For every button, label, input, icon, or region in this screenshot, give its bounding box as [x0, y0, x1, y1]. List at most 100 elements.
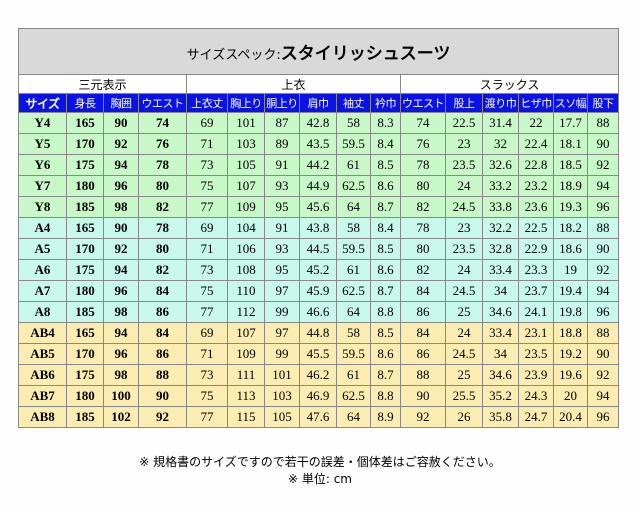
cell: 98	[103, 364, 139, 386]
cell: 22.5	[445, 112, 483, 134]
cell: 35.2	[482, 385, 519, 407]
cell: 98	[103, 301, 139, 323]
cell: 185	[66, 301, 104, 323]
cell: 8.8	[370, 385, 401, 407]
cell: 17.7	[553, 112, 588, 134]
cell: 91	[264, 154, 300, 176]
cell: 20	[553, 385, 588, 407]
cell: 78	[400, 154, 446, 176]
cell: 110	[227, 280, 265, 302]
cell: 18.5	[553, 154, 588, 176]
cell: 93	[264, 238, 300, 260]
cell: Y4	[18, 112, 67, 134]
cell: 90	[586, 133, 620, 155]
cell: 78	[138, 217, 187, 239]
cell: 94	[586, 385, 620, 407]
cell: 170	[66, 238, 104, 260]
cell: 90	[103, 217, 139, 239]
cell: 69	[186, 322, 228, 344]
cell: 32	[482, 133, 519, 155]
cell: 100	[103, 385, 139, 407]
cell: 99	[264, 301, 300, 323]
cell: 109	[227, 343, 265, 365]
cell: 87	[264, 112, 300, 134]
cell: 105	[264, 406, 300, 428]
cell: 75	[186, 280, 228, 302]
cell: 76	[400, 133, 446, 155]
cell: 101	[227, 112, 265, 134]
cell: 88	[400, 364, 446, 386]
cell: 22.9	[518, 238, 554, 260]
data-row: Y6 175 94 78 73 105 91 44.2 61 8.5 78 23.5 32.6 22.8 1…	[18, 154, 620, 176]
cell: 96	[586, 406, 620, 428]
cell: AB6	[18, 364, 67, 386]
column-header: サイズ	[18, 93, 67, 113]
cell: 105	[227, 154, 265, 176]
cell: A4	[18, 217, 67, 239]
data-row: AB7 180 100 90 75 113 103 46.9 62.5 8.8 90 25.5 35.2…	[18, 385, 620, 407]
cell: 175	[66, 259, 104, 281]
data-row: A8 185 98 86 77 112 99 46.6 64 8.8 86 25 34.6 24.1 19.…	[18, 301, 620, 323]
cell: 19	[553, 259, 588, 281]
cell: 94	[103, 259, 139, 281]
column-header: スソ幅	[553, 93, 588, 113]
cell: 94	[103, 322, 139, 344]
cell: 31.4	[482, 112, 519, 134]
column-header: 渡り巾	[482, 93, 519, 113]
cell: 43.8	[299, 217, 337, 239]
cell: 47.6	[299, 406, 337, 428]
data-row: AB8 185 102 92 77 115 105 47.6 64 8.9 92 26 35.8 24.7…	[18, 406, 620, 428]
cell: 84	[138, 280, 187, 302]
cell: 23.7	[518, 280, 554, 302]
cell: 86	[138, 301, 187, 323]
cell: Y6	[18, 154, 67, 176]
cell: 113	[227, 385, 265, 407]
cell: 18.9	[553, 175, 588, 197]
cell: AB5	[18, 343, 67, 365]
cell: 80	[400, 238, 446, 260]
cell: 23.3	[518, 259, 554, 281]
column-header: 股下	[586, 93, 620, 113]
column-header: 胴上り	[264, 93, 300, 113]
cell: 8.9	[370, 406, 401, 428]
group-row: 三元表示 上衣 スラックス	[18, 74, 620, 94]
cell: 8.4	[370, 133, 401, 155]
cell: 93	[264, 175, 300, 197]
cell: 92	[103, 238, 139, 260]
cell: 18.2	[553, 217, 588, 239]
cell: 96	[103, 175, 139, 197]
cell: 62.5	[336, 280, 371, 302]
column-header: 胸上り	[227, 93, 265, 113]
column-header: ウエスト	[138, 93, 187, 113]
cell: 24	[445, 259, 483, 281]
cell: 46.9	[299, 385, 337, 407]
column-header: 股上	[445, 93, 483, 113]
cell: 64	[336, 196, 371, 218]
data-row: A6 175 94 82 73 108 95 45.2 61 8.6 82 24 33.4 23.3 19 9…	[18, 259, 620, 281]
column-header: 袖丈	[336, 93, 371, 113]
cell: 8.5	[370, 154, 401, 176]
cell: 103	[227, 133, 265, 155]
cell: 18.8	[553, 322, 588, 344]
cell: 23.5	[445, 238, 483, 260]
cell: 170	[66, 133, 104, 155]
cell: 22.5	[518, 217, 554, 239]
cell: 45.6	[299, 196, 337, 218]
cell: 58	[336, 112, 371, 134]
data-row: Y8 185 98 82 77 109 95 45.6 64 8.7 82 24.5 33.8 23.6 1…	[18, 196, 620, 218]
cell: 88	[586, 217, 620, 239]
cell: 102	[103, 406, 139, 428]
cell: 22.8	[518, 154, 554, 176]
cell: 34.6	[482, 364, 519, 386]
cell: 8.6	[370, 175, 401, 197]
cell: Y7	[18, 175, 67, 197]
cell: 25	[445, 301, 483, 323]
cell: 90	[586, 238, 620, 260]
cell: 44.8	[299, 322, 337, 344]
cell: 95	[264, 196, 300, 218]
cell: 59.5	[336, 133, 371, 155]
cell: 170	[66, 343, 104, 365]
cell: 80	[400, 175, 446, 197]
cell: 96	[586, 196, 620, 218]
